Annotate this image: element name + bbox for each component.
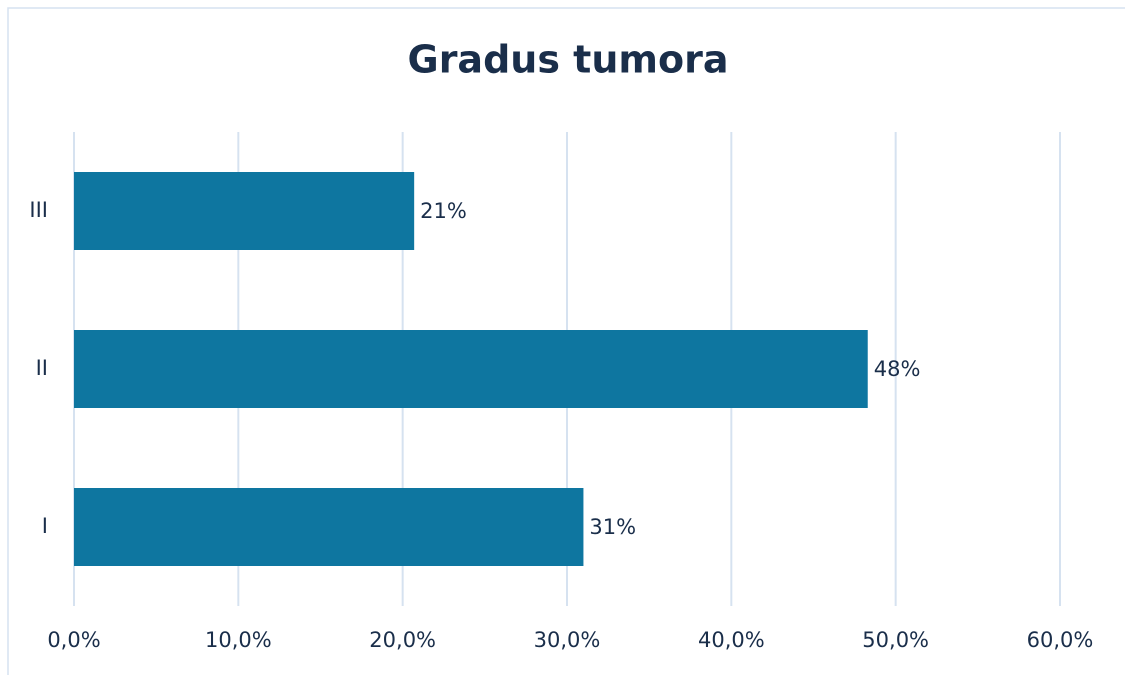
x-tick-label: 0,0%	[47, 628, 100, 652]
chart-title: Gradus tumora	[408, 38, 729, 82]
x-tick-label: 50,0%	[862, 628, 929, 652]
x-tick-label: 20,0%	[369, 628, 436, 652]
x-tick-label: 60,0%	[1027, 628, 1094, 652]
x-tick-label: 10,0%	[205, 628, 272, 652]
y-tick-label: I	[42, 514, 48, 538]
bar	[74, 172, 415, 250]
y-tick-label: III	[29, 198, 48, 222]
chart-frame	[7, 7, 1125, 679]
data-label: 48%	[874, 357, 921, 381]
bar	[74, 330, 868, 408]
bar	[74, 488, 584, 566]
data-label: 21%	[420, 199, 467, 223]
y-tick-label: II	[36, 356, 48, 380]
x-tick-label: 40,0%	[698, 628, 765, 652]
data-label: 31%	[589, 515, 636, 539]
x-tick-label: 30,0%	[534, 628, 601, 652]
